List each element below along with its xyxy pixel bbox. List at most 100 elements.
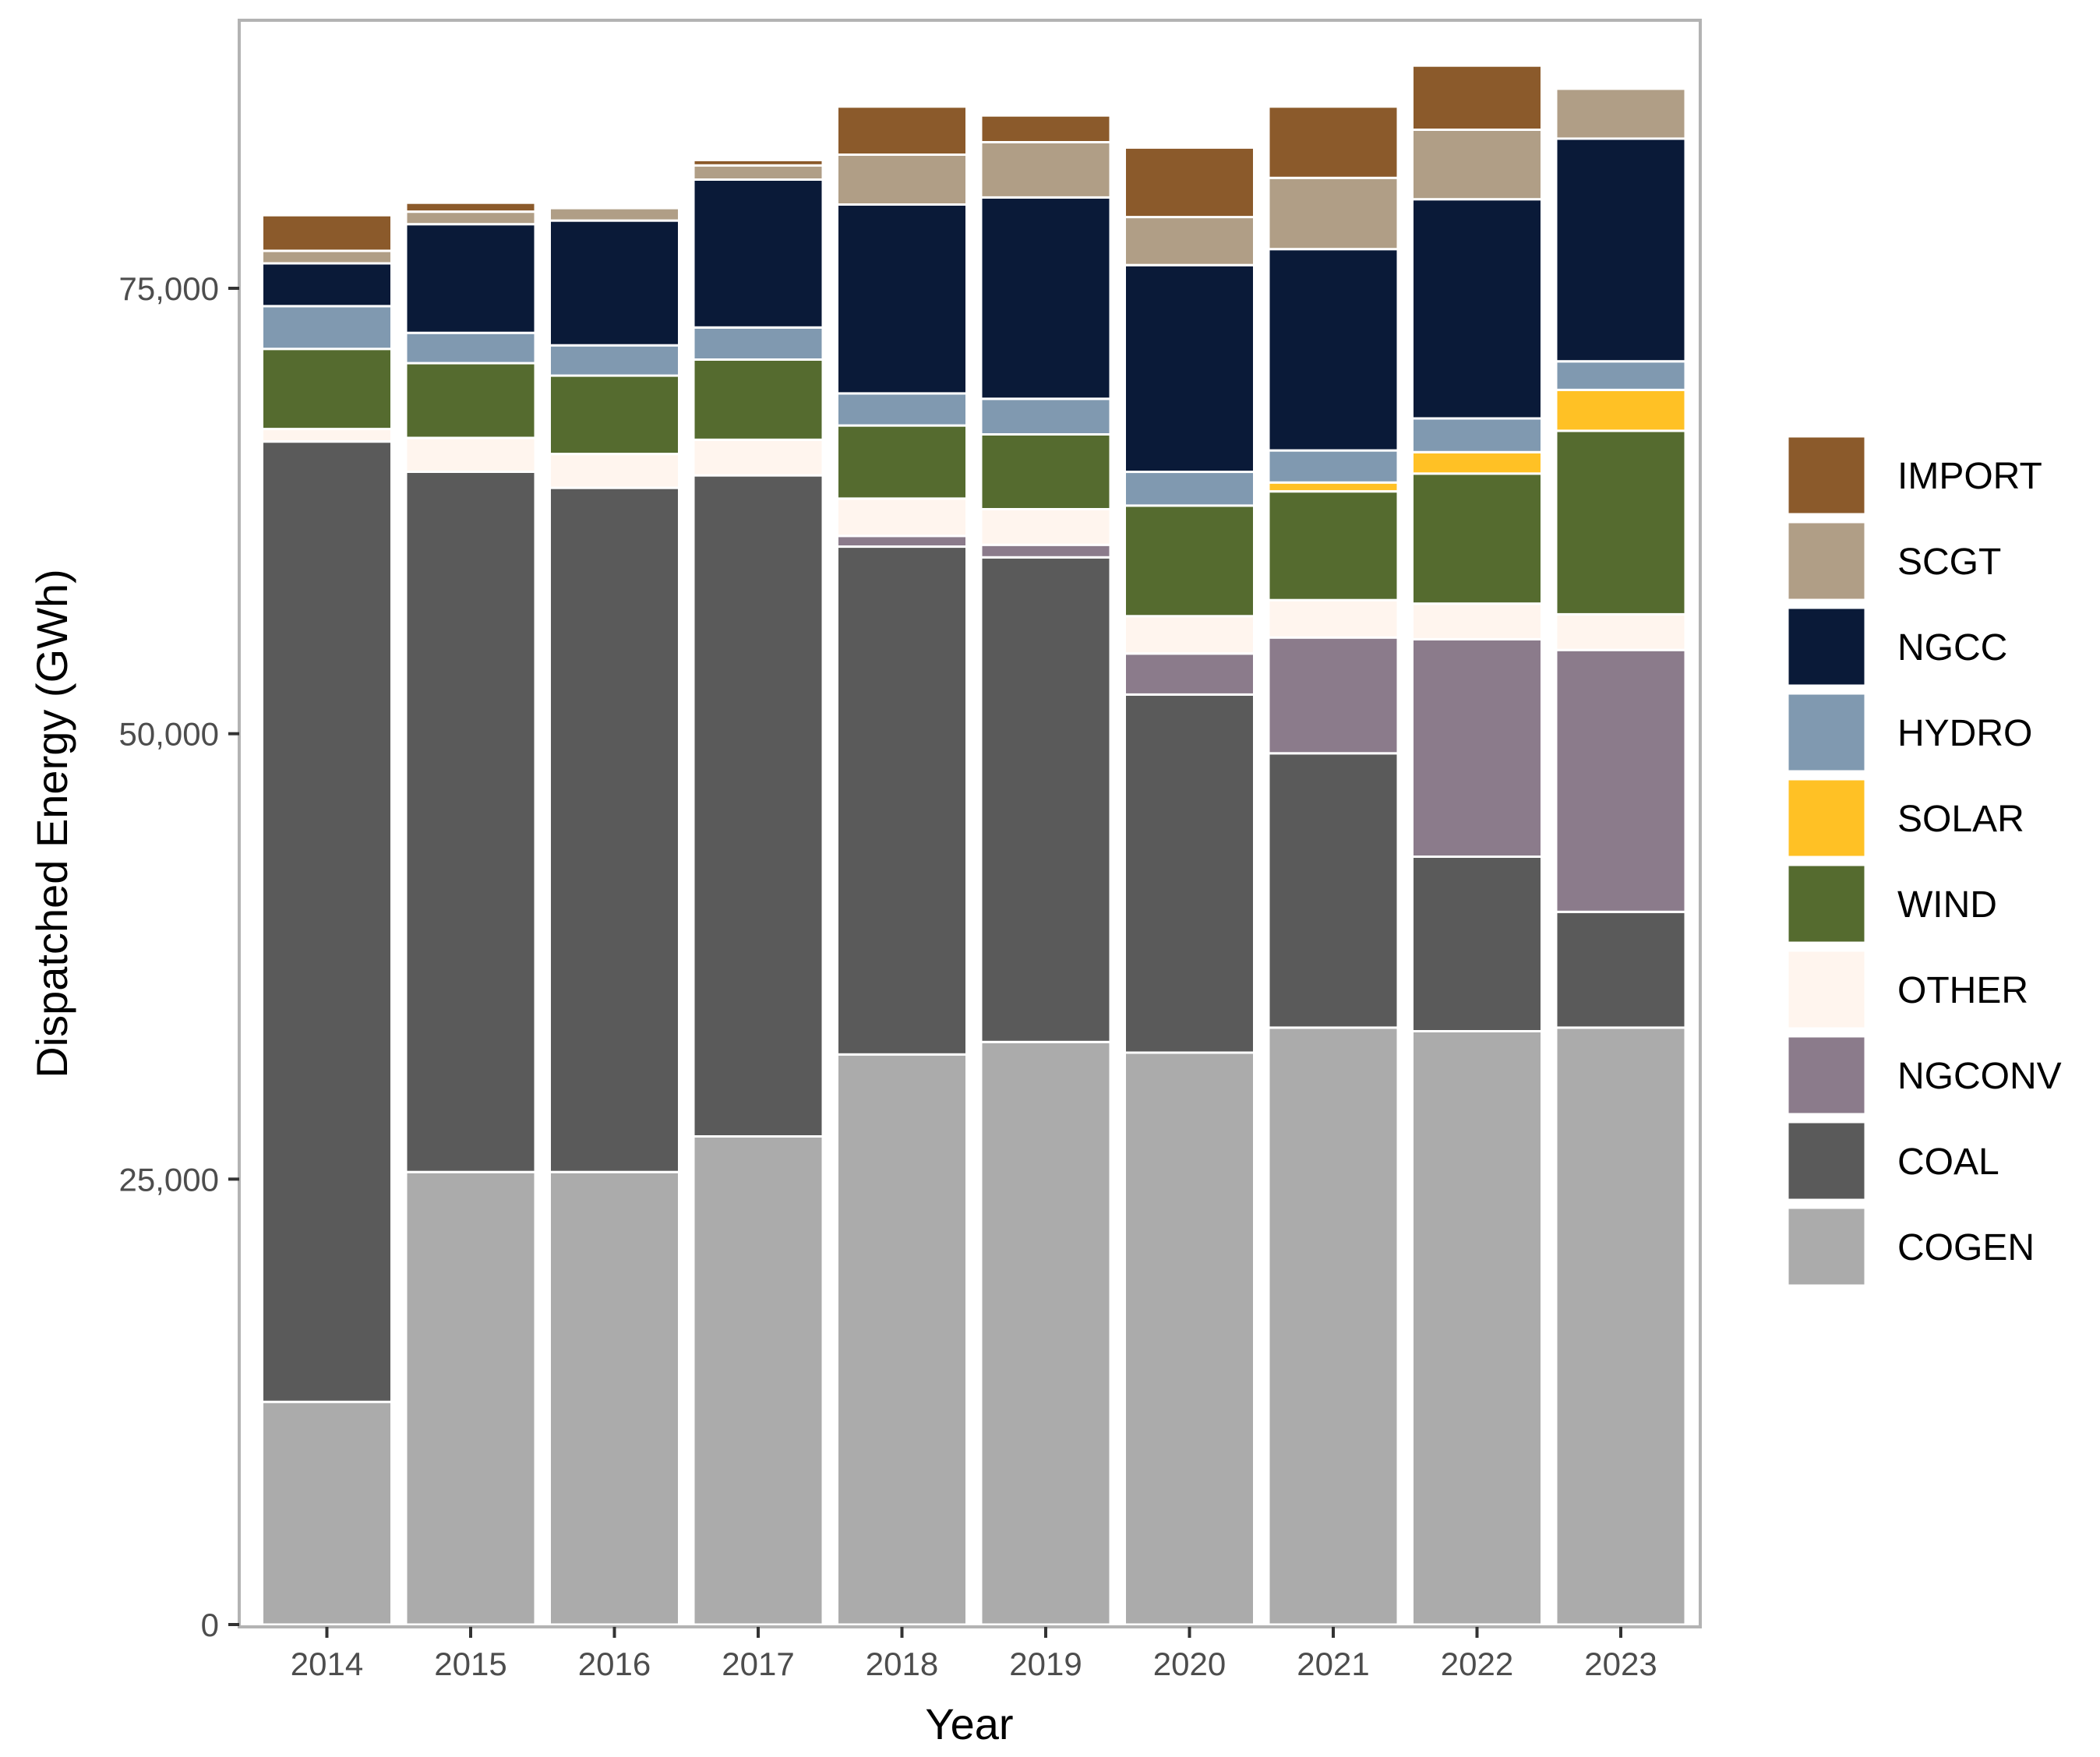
bar-coal-2014 [261, 440, 393, 1403]
bar-other-2014 [261, 428, 393, 443]
legend-key-wind [1786, 863, 1867, 944]
bar-scgt-2017 [692, 164, 824, 181]
bar-cogen-2022 [1411, 1030, 1543, 1626]
bar-other-2015 [404, 436, 537, 473]
legend-label-ngcc: NGCC [1897, 627, 2007, 669]
bar-import-2021 [1267, 105, 1399, 179]
legend: IMPORT SCGT NGCC HYDRO SOLAR WIND OTHER NGCONV C… [1786, 435, 2062, 1287]
bar-ngcc-2016 [549, 219, 680, 347]
bar-cogen-2021 [1267, 1026, 1399, 1626]
bar-cogen-2014 [261, 1400, 393, 1626]
legend-label-other: OTHER [1897, 970, 2028, 1011]
x-tick-label: 2017 [722, 1646, 794, 1682]
x-tick-label: 2022 [1441, 1646, 1513, 1682]
bar-coal-2023 [1555, 910, 1687, 1029]
bar-hydro-2021 [1267, 449, 1399, 484]
bar-scgt-2022 [1411, 129, 1543, 201]
bar-wind-2023 [1555, 429, 1687, 616]
legend-label-hydro: HYDRO [1897, 713, 2032, 754]
bar-ngconv-2019 [979, 543, 1112, 559]
bar-import-2022 [1411, 64, 1543, 131]
x-tick-label: 2023 [1584, 1646, 1657, 1682]
x-tick-label: 2018 [866, 1646, 938, 1682]
bar-hydro-2023 [1555, 360, 1687, 391]
legend-key-ngcc [1786, 606, 1867, 687]
bar-hydro-2015 [404, 331, 537, 365]
bar-hydro-2022 [1411, 417, 1543, 453]
legend-label-ngconv: NGCONV [1897, 1056, 2062, 1097]
bar-hydro-2019 [979, 397, 1112, 436]
bar-ngcc-2023 [1555, 137, 1687, 363]
bar-cogen-2016 [549, 1170, 680, 1626]
bar-other-2018 [836, 497, 968, 538]
x-tick-label: 2016 [578, 1646, 651, 1682]
bar-solar-2023 [1555, 388, 1687, 432]
bar-other-2016 [549, 453, 680, 489]
bar-scgt-2014 [261, 249, 393, 265]
bar-cogen-2023 [1555, 1026, 1687, 1626]
x-axis: 2014 2015 2016 2017 2018 2019 2020 2021 2022 2023 [291, 1627, 1657, 1682]
bar-wind-2016 [549, 374, 680, 456]
bar-coal-2021 [1267, 752, 1399, 1029]
bar-scgt-2018 [836, 153, 968, 206]
legend-key-import [1786, 435, 1867, 516]
x-tick-label: 2015 [434, 1646, 506, 1682]
x-tick-label: 2019 [1009, 1646, 1082, 1682]
bar-coal-2018 [836, 545, 968, 1056]
bar-other-2019 [979, 508, 1112, 546]
legend-key-scgt [1786, 520, 1867, 602]
y-axis-title: Dispatched Energy (GWh) [27, 569, 76, 1078]
x-tick-label: 2021 [1297, 1646, 1369, 1682]
bar-ngconv-2021 [1267, 636, 1399, 755]
bar-ngconv-2022 [1411, 638, 1543, 858]
bar-scgt-2023 [1555, 87, 1687, 140]
y-tick-label: 75,000 [119, 270, 219, 307]
bar-cogen-2019 [979, 1040, 1112, 1626]
legend-key-hydro [1786, 692, 1867, 773]
legend-label-coal: COAL [1897, 1141, 1999, 1183]
bar-import-2014 [261, 213, 393, 252]
bar-wind-2015 [404, 362, 537, 439]
bar-coal-2016 [549, 486, 680, 1173]
bar-other-2023 [1555, 613, 1687, 651]
y-tick-label: 0 [201, 1607, 219, 1643]
bar-solar-2021 [1267, 481, 1399, 493]
bar-ngcc-2018 [836, 203, 968, 395]
bar-coal-2017 [692, 474, 824, 1138]
bar-ngconv-2018 [836, 535, 968, 548]
legend-key-other [1786, 949, 1867, 1030]
bar-wind-2020 [1124, 504, 1255, 618]
bar-other-2020 [1124, 615, 1255, 655]
bar-import-2017 [692, 158, 824, 167]
bar-other-2021 [1267, 598, 1399, 639]
bar-wind-2019 [979, 433, 1112, 510]
bar-wind-2017 [692, 358, 824, 441]
bar-wind-2022 [1411, 472, 1543, 605]
legend-label-cogen: COGEN [1897, 1227, 2035, 1268]
legend-key-solar [1786, 778, 1867, 859]
bar-other-2022 [1411, 602, 1543, 640]
bar-import-2018 [836, 105, 968, 157]
bar-ngconv-2020 [1124, 652, 1255, 696]
legend-key-ngconv [1786, 1035, 1867, 1116]
bar-cogen-2020 [1124, 1051, 1255, 1626]
bar-hydro-2017 [692, 326, 824, 361]
bar-cogen-2017 [692, 1135, 824, 1626]
bar-hydro-2020 [1124, 471, 1255, 507]
legend-label-wind: WIND [1897, 884, 1997, 926]
legend-key-coal [1786, 1120, 1867, 1201]
legend-label-import: IMPORT [1897, 456, 2042, 497]
bar-hydro-2018 [836, 392, 968, 427]
bar-hydro-2016 [549, 344, 680, 377]
legend-label-scgt: SCGT [1897, 542, 2001, 583]
bar-coal-2019 [979, 556, 1112, 1043]
y-tick-label: 25,000 [119, 1161, 219, 1198]
bar-scgt-2021 [1267, 176, 1399, 251]
bar-ngcc-2021 [1267, 248, 1399, 452]
bar-import-2015 [404, 201, 537, 213]
bar-cogen-2018 [836, 1053, 968, 1626]
bar-import-2020 [1124, 146, 1255, 219]
bar-hydro-2014 [261, 305, 393, 351]
plot-panel-border [238, 19, 1702, 1628]
